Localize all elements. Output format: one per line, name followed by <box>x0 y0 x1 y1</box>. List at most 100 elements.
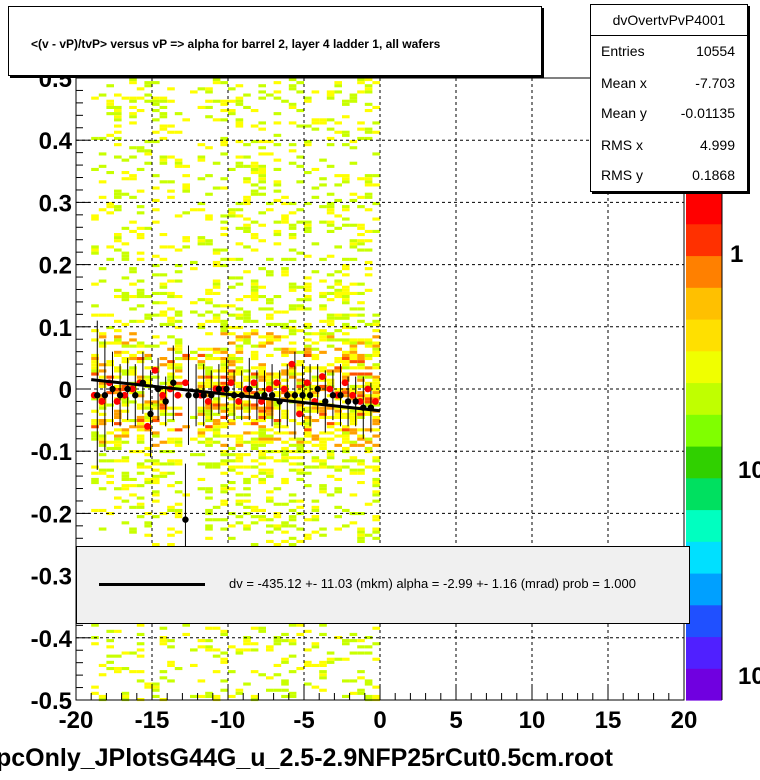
heat-cell <box>304 332 312 336</box>
heat-cell <box>364 645 373 649</box>
heat-cell <box>136 632 145 636</box>
heat-cell <box>281 391 289 395</box>
heat-cell <box>357 688 365 692</box>
y-tick-label: 0.3 <box>39 190 72 217</box>
heat-cell <box>342 446 350 450</box>
heat-cell <box>266 518 274 522</box>
heat-cell <box>372 81 380 85</box>
heat-cell <box>205 403 213 407</box>
heat-cell <box>349 161 358 165</box>
heat-cell <box>357 481 365 485</box>
heat-cell <box>98 208 107 212</box>
heat-cell <box>235 326 244 330</box>
heat-cell <box>304 440 312 444</box>
heat-cell <box>342 388 350 392</box>
heat-cell <box>152 375 160 379</box>
heat-cell <box>357 394 365 398</box>
heat-cell <box>258 515 266 519</box>
heat-cell <box>273 515 282 519</box>
heat-cell <box>372 391 380 395</box>
heat-cell <box>304 344 312 348</box>
heat-cell <box>205 490 213 494</box>
heat-cell <box>319 459 327 463</box>
heat-cell <box>349 456 358 460</box>
heat-cell <box>281 539 289 543</box>
heat-cell <box>372 353 380 357</box>
heat-cell <box>364 394 373 398</box>
red-point <box>288 360 296 368</box>
heat-cell <box>364 412 373 416</box>
heat-cell <box>311 394 320 398</box>
heat-cell <box>273 229 282 233</box>
heat-cell <box>281 335 289 339</box>
heat-cell <box>220 319 228 323</box>
heat-cell <box>349 419 358 423</box>
heat-cell <box>152 462 160 466</box>
heat-cell <box>258 363 266 367</box>
heat-cell <box>220 102 228 106</box>
heat-cell <box>167 412 175 416</box>
heat-cell <box>319 415 327 419</box>
heat-cell <box>144 357 152 361</box>
heat-cell <box>91 437 99 441</box>
heat-cell <box>174 310 183 314</box>
heat-cell <box>273 121 282 125</box>
heat-cell <box>228 536 236 540</box>
heat-cell <box>205 366 213 370</box>
heat-cell <box>296 505 304 509</box>
heat-cell <box>212 118 221 122</box>
heat-cell <box>281 363 289 367</box>
heat-cell <box>273 233 282 237</box>
heat-cell <box>159 440 168 444</box>
heat-cell <box>334 357 342 361</box>
heat-cell <box>288 443 297 447</box>
heat-cell <box>159 512 168 516</box>
heat-cell <box>273 527 282 531</box>
heat-cell <box>228 353 236 357</box>
heat-cell <box>220 453 228 457</box>
heat-cell <box>273 543 282 547</box>
heat-cell <box>152 344 160 348</box>
heat-cell <box>319 465 327 469</box>
heat-cell <box>98 136 107 140</box>
heat-cell <box>250 372 259 376</box>
heat-cell <box>273 406 282 410</box>
red-point <box>341 379 349 387</box>
heat-cell <box>342 642 350 646</box>
red-point <box>159 391 167 399</box>
heat-cell <box>342 295 350 299</box>
heat-cell <box>91 425 99 429</box>
heat-cell <box>197 645 206 649</box>
heat-cell <box>152 481 160 485</box>
heat-cell <box>197 155 206 159</box>
heat-cell <box>304 471 312 475</box>
heat-cell <box>349 344 358 348</box>
heat-cell <box>319 440 327 444</box>
heat-cell <box>364 341 373 345</box>
heat-cell <box>349 353 358 357</box>
heat-cell <box>197 239 206 243</box>
color-scale-label: 10 <box>738 663 760 690</box>
heat-cell <box>296 440 304 444</box>
heat-cell <box>159 403 168 407</box>
heat-cell <box>197 679 206 683</box>
heat-cell <box>98 384 107 388</box>
heat-cell <box>174 347 183 351</box>
heat-cell <box>372 394 380 398</box>
heat-cell <box>167 533 175 537</box>
heat-cell <box>220 688 228 692</box>
heat-cell <box>266 202 274 206</box>
heat-cell <box>288 419 297 423</box>
heat-cell <box>296 456 304 460</box>
heat-cell <box>281 310 289 314</box>
heat-cell <box>159 422 168 426</box>
heat-cell <box>372 685 380 689</box>
heat-cell <box>190 415 198 419</box>
x-tick-label: 15 <box>595 707 622 734</box>
heat-cell <box>266 208 274 212</box>
heat-cell <box>349 140 358 144</box>
heat-cell <box>129 400 137 404</box>
heat-cell <box>273 391 282 395</box>
heat-cell <box>342 657 350 661</box>
heat-cell <box>357 676 365 680</box>
